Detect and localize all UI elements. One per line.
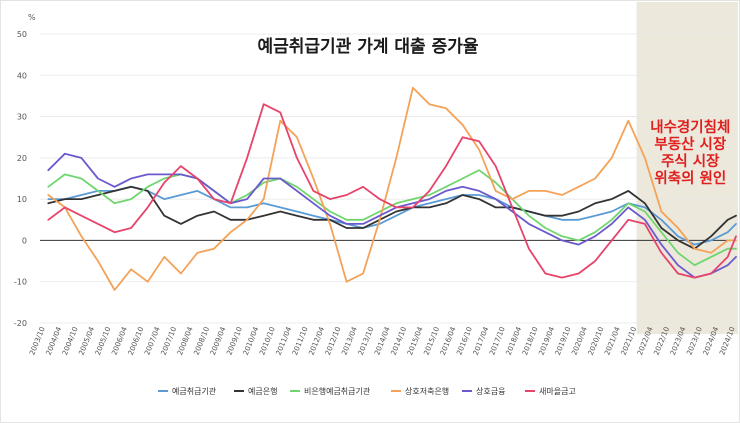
y-tick-label: -10 bbox=[14, 278, 27, 287]
legend-label: 예금취급기관 bbox=[172, 386, 217, 396]
series-line bbox=[47, 86, 737, 291]
annotation-text: 내수경기침체 bbox=[650, 118, 730, 136]
legend-label: 비은행예금취급기관 bbox=[304, 386, 371, 396]
legend-label: 상호저축은행 bbox=[405, 386, 449, 396]
y-tick-label: 10 bbox=[17, 195, 27, 204]
y-tick-label: 0 bbox=[22, 236, 27, 245]
series-line bbox=[47, 169, 737, 267]
series-line bbox=[47, 185, 737, 250]
legend-label: 예금은행 bbox=[248, 386, 277, 396]
y-tick-label: -20 bbox=[14, 319, 27, 328]
y-tick-label: 50 bbox=[17, 30, 27, 39]
annotation-text: 부동산 시장 bbox=[654, 135, 726, 153]
shaded-period-region bbox=[636, 2, 738, 334]
annotation-text: 위축의 원인 bbox=[654, 169, 726, 187]
series-line bbox=[47, 103, 737, 279]
chart-title: 예금취급기관 가계 대출 증가율 bbox=[257, 36, 478, 57]
annotation-text: 주식 시장 bbox=[661, 152, 720, 170]
y-tick-label: 30 bbox=[17, 113, 27, 122]
legend-label: 상호금융 bbox=[476, 386, 505, 396]
legend-label: 새마을금고 bbox=[539, 387, 576, 396]
y-tick-label: 20 bbox=[17, 154, 27, 163]
y-tick-label: 40 bbox=[17, 71, 27, 80]
y-axis-unit: % bbox=[28, 13, 36, 22]
